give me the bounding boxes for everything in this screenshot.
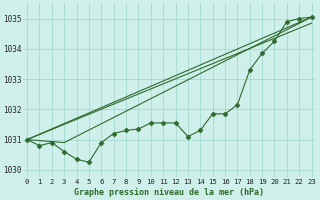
X-axis label: Graphe pression niveau de la mer (hPa): Graphe pression niveau de la mer (hPa) xyxy=(74,188,264,197)
